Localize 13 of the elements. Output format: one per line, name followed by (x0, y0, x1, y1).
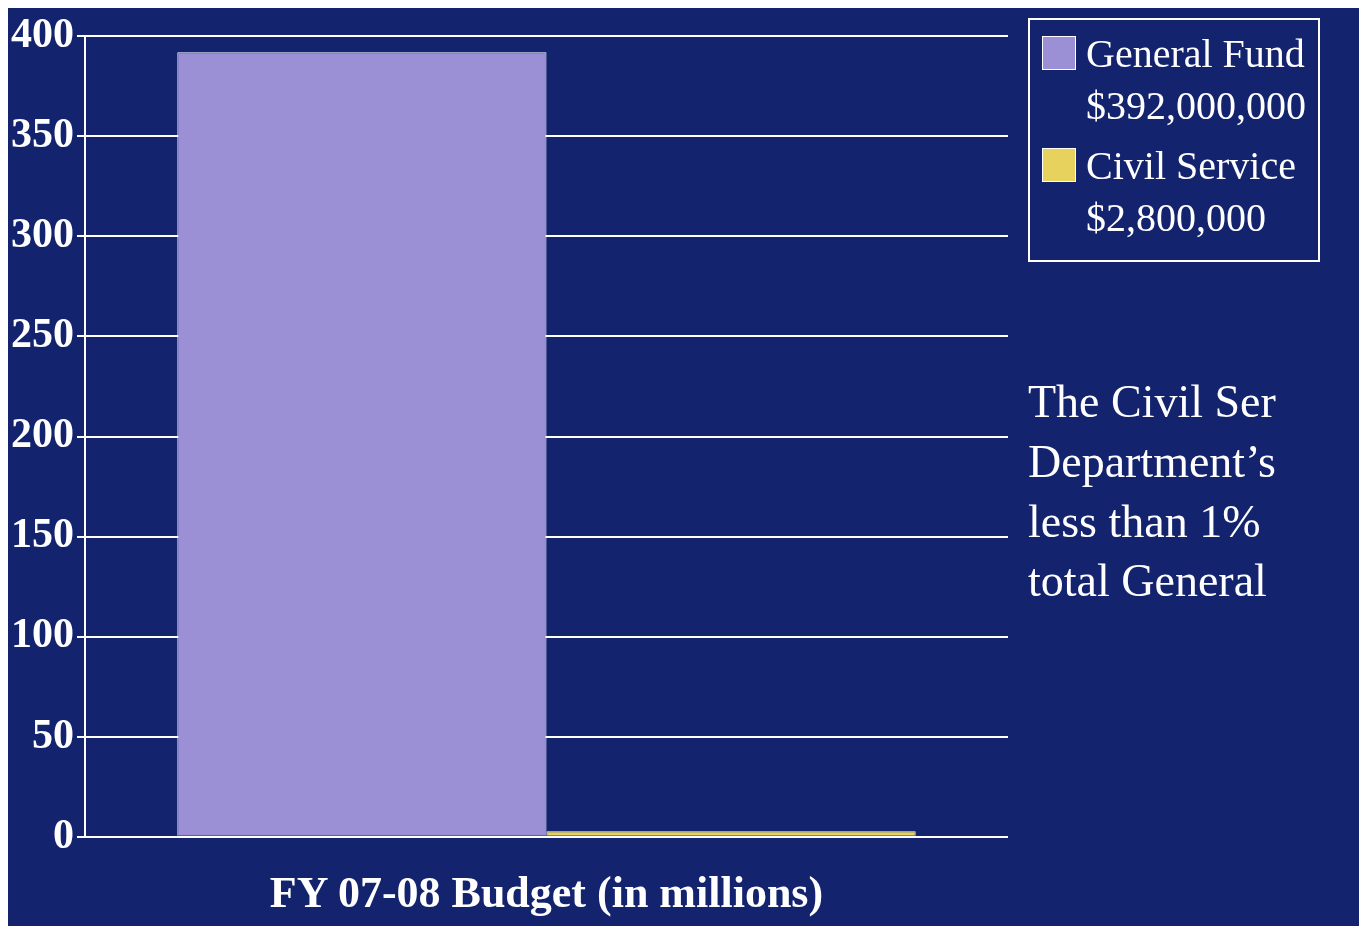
y-tick-label: 200 (11, 410, 74, 457)
y-tick-label: 300 (11, 210, 74, 257)
y-tick-label: 100 (11, 610, 74, 657)
y-tick-label: 0 (53, 810, 74, 857)
y-tick-label: 350 (11, 110, 74, 157)
y-tick-label: 400 (11, 10, 74, 57)
x-axis-title: FY 07-08 Budget (in millions) (269, 867, 824, 917)
y-tick-label: 150 (11, 510, 74, 557)
text: The Civil Ser Department’s less than 1% total General (1028, 375, 1277, 609)
y-tick-label: 250 (11, 310, 74, 357)
y-tick-label: 50 (32, 710, 74, 757)
legend-label: Civil Service $2,800,000 (1086, 142, 1296, 242)
legend-label: General Fund $392,000,000 (1086, 30, 1306, 130)
